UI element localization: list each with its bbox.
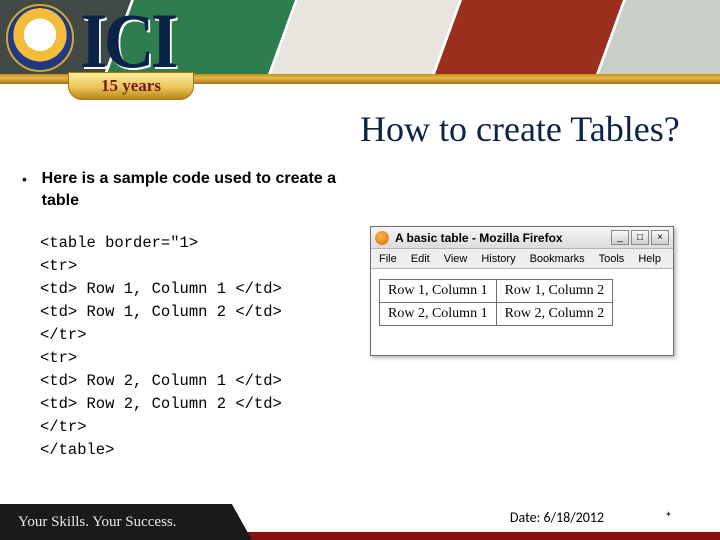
footer-page-marker: * <box>665 509 672 526</box>
browser-content: Row 1, Column 1 Row 1, Column 2 Row 2, C… <box>371 269 673 355</box>
close-button[interactable]: × <box>651 230 669 245</box>
menu-help[interactable]: Help <box>638 253 661 265</box>
menu-tools[interactable]: Tools <box>599 253 625 265</box>
menu-file[interactable]: File <box>379 253 397 265</box>
browser-titlebar: A basic table - Mozilla Firefox _ □ × <box>371 227 673 249</box>
table-row: Row 2, Column 1 Row 2, Column 2 <box>380 303 613 326</box>
banner-stripe <box>271 0 462 74</box>
minimize-button[interactable]: _ <box>611 230 629 245</box>
bullet-text: Here is a sample code used to create a t… <box>42 168 342 212</box>
rendered-table: Row 1, Column 1 Row 1, Column 2 Row 2, C… <box>379 279 613 326</box>
body-text: • Here is a sample code used to create a… <box>22 168 342 212</box>
banner-stripe <box>435 0 626 74</box>
footer-date: Date: 6/18/2012 <box>510 509 604 526</box>
menu-view[interactable]: View <box>444 253 468 265</box>
code-sample: <table border="1> <tr> <td> Row 1, Colum… <box>40 232 282 462</box>
window-buttons: _ □ × <box>611 230 669 245</box>
browser-window: A basic table - Mozilla Firefox _ □ × Fi… <box>370 226 674 356</box>
browser-menubar: File Edit View History Bookmarks Tools H… <box>371 249 673 269</box>
bullet-marker: • <box>22 168 42 212</box>
menu-edit[interactable]: Edit <box>411 253 430 265</box>
footer: Your Skills. Your Success. Date: 6/18/20… <box>0 502 720 540</box>
menu-history[interactable]: History <box>481 253 515 265</box>
footer-tagline: Your Skills. Your Success. <box>0 504 252 540</box>
table-cell: Row 1, Column 2 <box>496 280 613 303</box>
table-cell: Row 2, Column 2 <box>496 303 613 326</box>
anniversary-ribbon: 15 years <box>68 72 194 100</box>
firefox-icon <box>375 231 389 245</box>
slide-title: How to create Tables? <box>360 108 680 150</box>
table-cell: Row 2, Column 1 <box>380 303 497 326</box>
table-row: Row 1, Column 1 Row 1, Column 2 <box>380 280 613 303</box>
header-banner: ICI 15 years <box>0 0 720 84</box>
table-cell: Row 1, Column 1 <box>380 280 497 303</box>
maximize-button[interactable]: □ <box>631 230 649 245</box>
logo-seal-icon <box>6 4 74 72</box>
menu-bookmarks[interactable]: Bookmarks <box>530 253 585 265</box>
browser-title: A basic table - Mozilla Firefox <box>395 231 611 245</box>
